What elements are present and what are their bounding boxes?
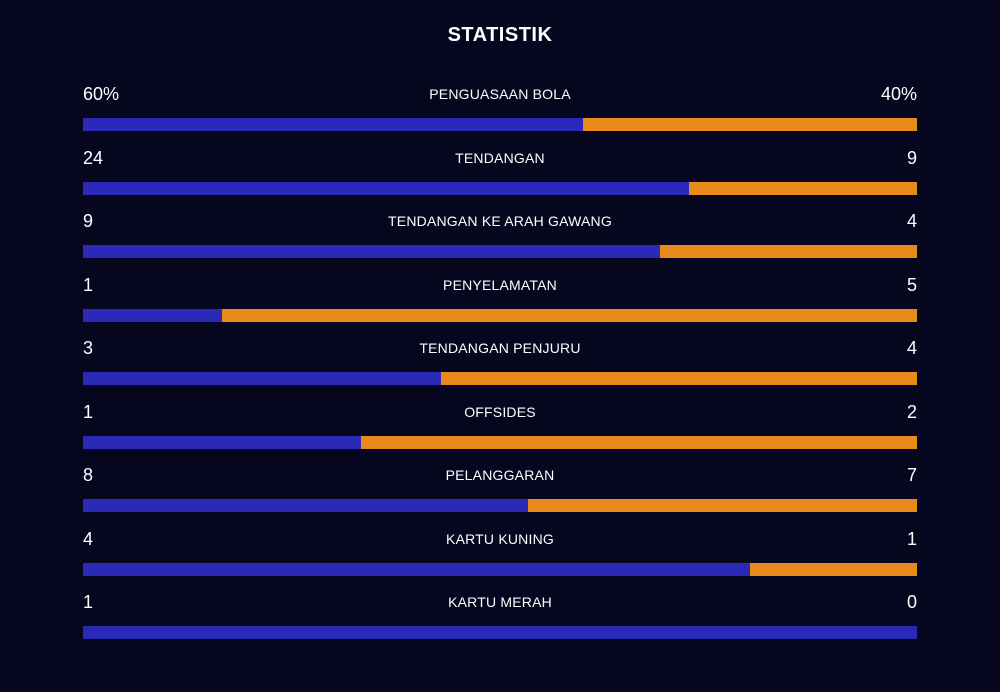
stat-header: 24 TENDANGAN 9 [83, 146, 917, 182]
comparison-bar [83, 435, 917, 449]
stats-list: 60% PENGUASAAN BOLA 40% 24 TENDANGAN 9 [83, 82, 917, 654]
away-value: 4 [906, 211, 917, 231]
away-value: 4 [906, 338, 917, 358]
stat-row: 1 OFFSIDES 2 [83, 400, 917, 464]
comparison-bar [83, 181, 917, 195]
comparison-bar [83, 499, 917, 512]
home-bar-segment [83, 499, 528, 512]
stat-row: 4 KARTU KUNING 1 [83, 527, 917, 591]
stat-label: KARTU KUNING [446, 530, 554, 547]
stat-header: 8 PELANGGARAN 7 [83, 463, 917, 499]
away-bar-segment [689, 181, 917, 195]
stat-row: 60% PENGUASAAN BOLA 40% [83, 82, 917, 146]
away-bar-segment [750, 562, 917, 576]
stat-label: TENDANGAN KE ARAH GAWANG [388, 213, 612, 229]
comparison-bar [83, 372, 917, 385]
away-bar-segment [360, 435, 917, 449]
stat-header: 9 TENDANGAN KE ARAH GAWANG 4 [83, 209, 917, 245]
away-value: 2 [906, 401, 917, 422]
away-value: 0 [906, 592, 917, 612]
home-value: 3 [83, 338, 94, 358]
home-value: 24 [83, 147, 104, 168]
home-bar-segment [83, 562, 751, 576]
stat-row: 24 TENDANGAN 9 [83, 146, 917, 210]
home-value: 4 [83, 528, 94, 549]
stat-header: 1 PENYELAMATAN 5 [83, 273, 917, 309]
comparison-bar [83, 118, 917, 131]
stat-label: TENDANGAN PENJURU [419, 340, 581, 356]
home-value: 8 [83, 465, 94, 485]
stat-row: 3 TENDANGAN PENJURU 4 [83, 336, 917, 400]
home-value: 1 [83, 401, 94, 422]
comparison-bar [83, 308, 917, 322]
away-value: 5 [906, 274, 917, 295]
home-bar-segment [83, 181, 690, 195]
stat-label: KARTU MERAH [448, 594, 552, 610]
away-bar-segment [440, 372, 917, 385]
home-value: 60% [83, 84, 120, 104]
home-value: 1 [83, 592, 94, 612]
away-bar-segment [527, 499, 917, 512]
home-bar-segment [83, 372, 441, 385]
stat-row: 1 PENYELAMATAN 5 [83, 273, 917, 337]
stat-label: PENGUASAAN BOLA [429, 86, 571, 102]
away-bar-segment [583, 118, 917, 131]
stat-row: 9 TENDANGAN KE ARAH GAWANG 4 [83, 209, 917, 273]
comparison-bar [83, 626, 917, 639]
stat-label: PELANGGARAN [445, 467, 555, 483]
stat-header: 3 TENDANGAN PENJURU 4 [83, 336, 917, 372]
away-value: 40% [880, 84, 917, 104]
away-bar-segment [222, 308, 917, 322]
comparison-bar [83, 562, 917, 576]
home-value: 1 [83, 274, 94, 295]
away-bar-segment [660, 245, 917, 258]
stat-header: 1 OFFSIDES 2 [83, 400, 917, 436]
stat-label: TENDANGAN [455, 149, 545, 166]
comparison-bar [83, 245, 917, 258]
stat-label: OFFSIDES [464, 403, 536, 420]
home-bar-segment [83, 308, 223, 322]
stat-row: 1 KARTU MERAH 0 [83, 590, 917, 654]
home-value: 9 [83, 211, 94, 231]
stat-header: 60% PENGUASAAN BOLA 40% [83, 82, 917, 118]
home-bar-segment [83, 245, 661, 258]
home-bar-segment [83, 626, 917, 639]
statistics-title: STATISTIK [447, 24, 553, 46]
stat-row: 8 PELANGGARAN 7 [83, 463, 917, 527]
away-value: 1 [906, 528, 917, 549]
away-value: 9 [906, 147, 917, 168]
stat-header: 4 KARTU KUNING 1 [83, 527, 917, 563]
away-value: 7 [906, 465, 917, 485]
stat-label: PENYELAMATAN [443, 276, 557, 293]
home-bar-segment [83, 435, 361, 449]
home-bar-segment [83, 118, 584, 131]
stat-header: 1 KARTU MERAH 0 [83, 590, 917, 626]
